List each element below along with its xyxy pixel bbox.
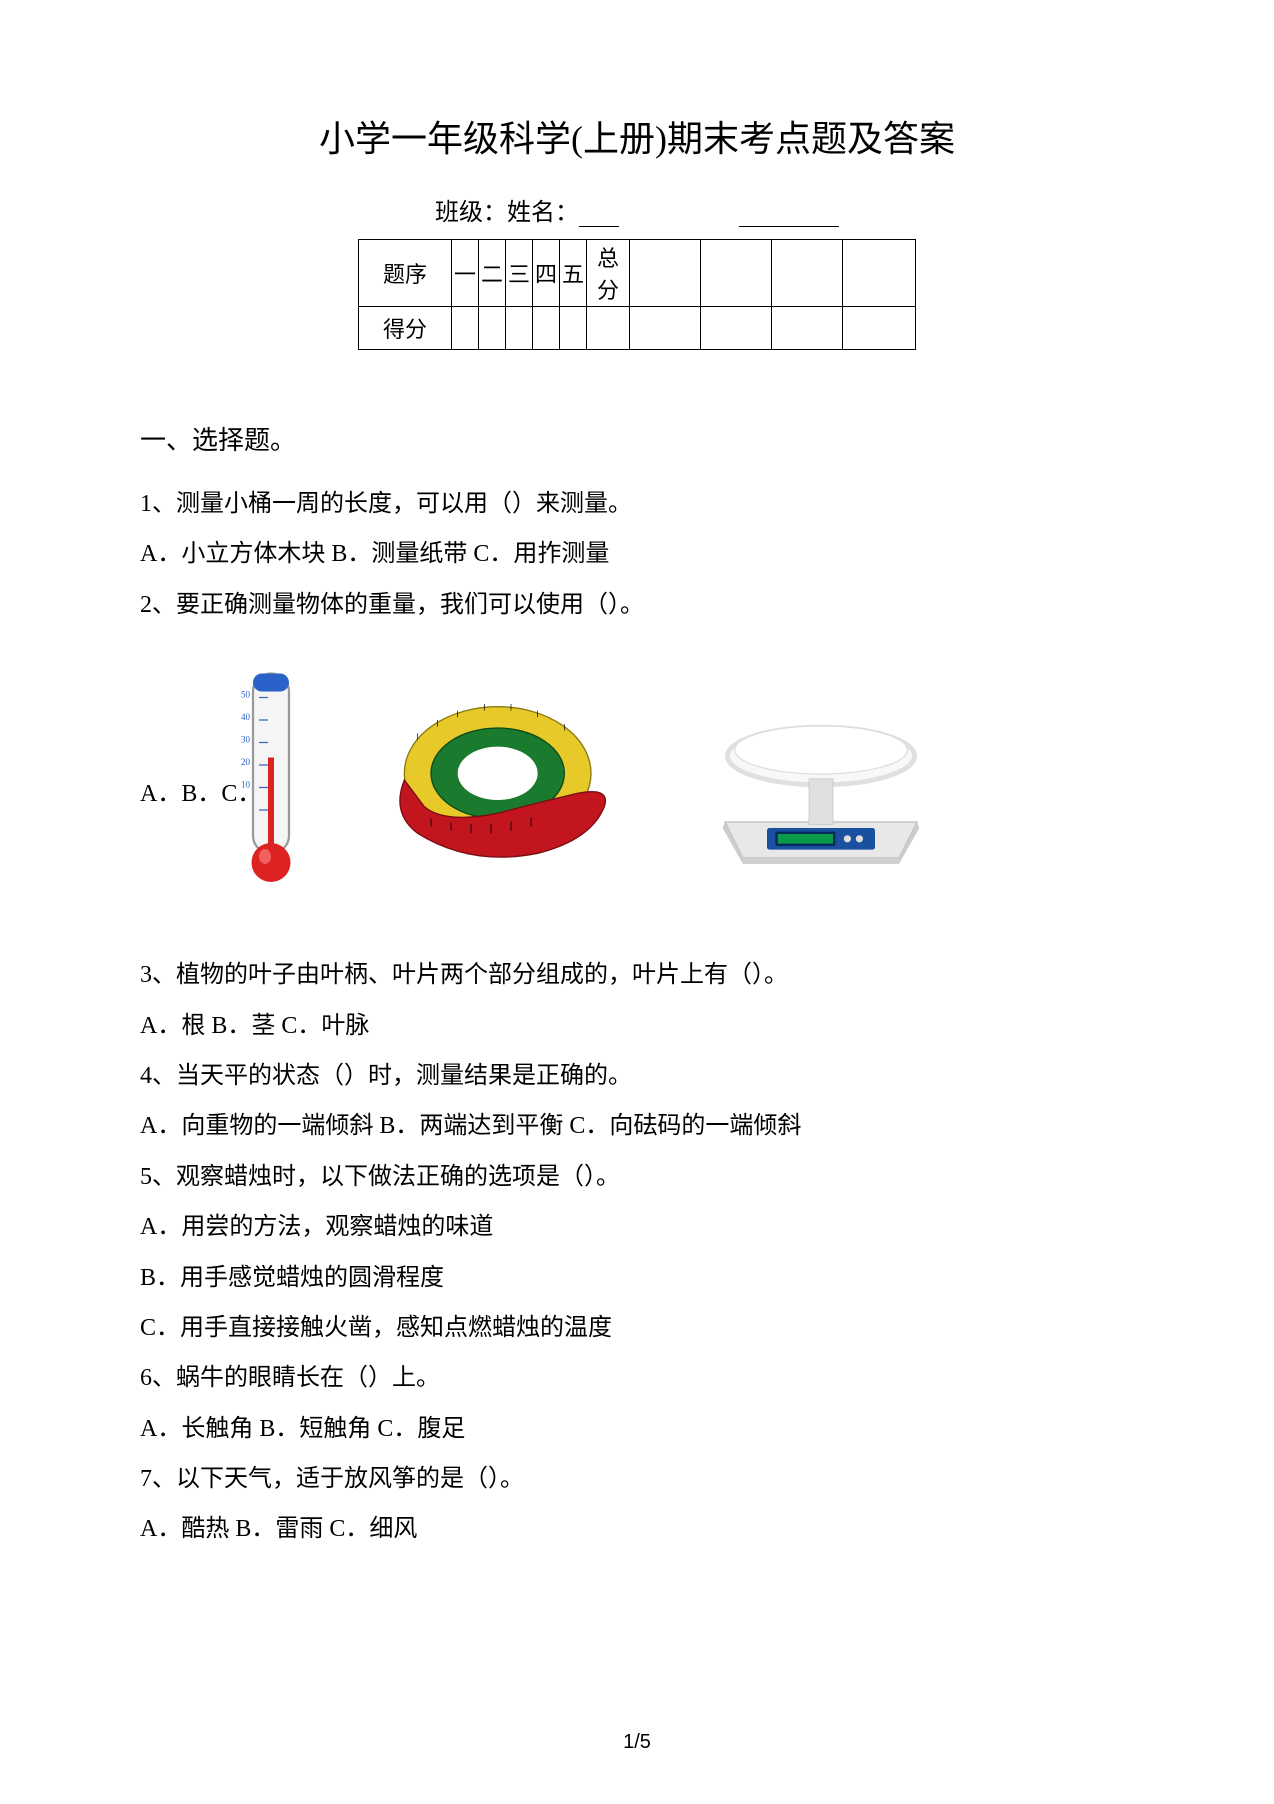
q3: 3、植物的叶子由叶柄、叶片两个部分组成的，叶片上有（）。 bbox=[140, 950, 1134, 1000]
q2-image-row: A．B．C． 50 40 30 20 10 C bbox=[140, 650, 1134, 910]
name-label: 姓名： bbox=[507, 200, 579, 226]
class-label: 班级： bbox=[435, 200, 507, 226]
h-4: 四 bbox=[533, 240, 560, 307]
h-2: 二 bbox=[479, 240, 506, 307]
doc-title: 小学一年级科学(上册)期末考点题及答案 bbox=[140, 110, 1134, 162]
row2-label: 得分 bbox=[359, 307, 452, 350]
h-b4 bbox=[843, 240, 916, 307]
q5-c: C．用手直接接触火凿，感知点燃蜡烛的温度 bbox=[140, 1303, 1134, 1353]
q6: 6、蜗牛的眼睛长在（）上。 bbox=[140, 1353, 1134, 1403]
s-b1 bbox=[630, 307, 701, 350]
h-b3 bbox=[772, 240, 843, 307]
q1-opts: A．小立方体木块 B．测量纸带 C．用拃测量 bbox=[140, 529, 1134, 579]
q4-opts: A．向重物的一端倾斜 B．两端达到平衡 C．向砝码的一端倾斜 bbox=[140, 1101, 1134, 1151]
score-header-row: 题序 一 二 三 四 五 总分 bbox=[359, 240, 916, 307]
h-seq: 题序 bbox=[359, 240, 452, 307]
svg-text:20: 20 bbox=[241, 757, 251, 767]
s-b4 bbox=[843, 307, 916, 350]
tape-measure-icon bbox=[361, 670, 661, 890]
s-b2 bbox=[701, 307, 772, 350]
svg-text:30: 30 bbox=[241, 735, 251, 745]
score-table: 题序 一 二 三 四 五 总分 得分 bbox=[358, 239, 916, 350]
q2: 2、要正确测量物体的重量，我们可以使用（）。 bbox=[140, 580, 1134, 630]
s-b3 bbox=[772, 307, 843, 350]
section1-heading: 一、选择题。 bbox=[140, 420, 1134, 457]
q3-opts: A．根 B．茎 C．叶脉 bbox=[140, 1001, 1134, 1051]
s-2 bbox=[479, 307, 506, 350]
s-5 bbox=[560, 307, 587, 350]
score-value-row: 得分 bbox=[359, 307, 916, 350]
s-4 bbox=[533, 307, 560, 350]
svg-text:C: C bbox=[279, 678, 285, 688]
q6-opts: A．长触角 B．短触角 C．腹足 bbox=[140, 1404, 1134, 1454]
s-1 bbox=[452, 307, 479, 350]
q2-labels: A．B．C． bbox=[140, 773, 261, 808]
q5-b: B．用手感觉蜡烛的圆滑程度 bbox=[140, 1253, 1134, 1303]
q7-opts: A．酷热 B．雷雨 C．细风 bbox=[140, 1504, 1134, 1554]
h-b1 bbox=[630, 240, 701, 307]
electronic-scale-icon bbox=[691, 680, 951, 880]
page: 小学一年级科学(上册)期末考点题及答案 班级：姓名： 题序 一 二 三 四 五 … bbox=[0, 0, 1274, 1804]
q7: 7、以下天气，适于放风筝的是（）。 bbox=[140, 1454, 1134, 1504]
page-number: 1/5 bbox=[0, 1731, 1274, 1754]
extra-blank bbox=[739, 206, 839, 227]
h-b2 bbox=[701, 240, 772, 307]
s-3 bbox=[506, 307, 533, 350]
svg-text:50: 50 bbox=[241, 690, 251, 700]
h-5: 五 bbox=[560, 240, 587, 307]
q5: 5、观察蜡烛时，以下做法正确的选项是（）。 bbox=[140, 1152, 1134, 1202]
svg-text:40: 40 bbox=[241, 712, 251, 722]
h-total: 总分 bbox=[587, 240, 630, 307]
q5-a: A．用尝的方法，观察蜡烛的味道 bbox=[140, 1202, 1134, 1252]
s-total bbox=[587, 307, 630, 350]
class-name-row: 班级：姓名： bbox=[140, 192, 1134, 227]
h-3: 三 bbox=[506, 240, 533, 307]
q4: 4、当天平的状态（）时，测量结果是正确的。 bbox=[140, 1051, 1134, 1101]
q1: 1、测量小桶一周的长度，可以用（）来测量。 bbox=[140, 479, 1134, 529]
h-1: 一 bbox=[452, 240, 479, 307]
name-blank bbox=[579, 206, 619, 227]
